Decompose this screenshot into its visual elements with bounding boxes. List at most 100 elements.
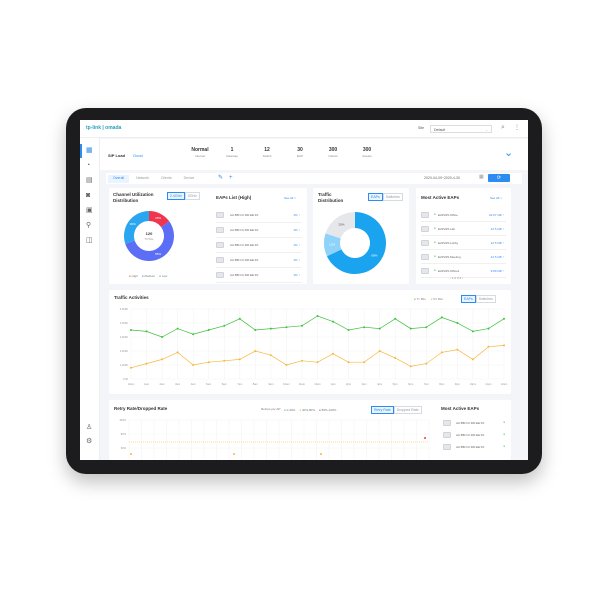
expand-chevron-icon[interactable]: ⌄ <box>504 147 514 159</box>
data-point[interactable] <box>424 437 426 439</box>
data-point[interactable] <box>363 361 366 364</box>
data-point[interactable] <box>254 329 257 331</box>
retry-rate-toggle[interactable]: Retry Rate <box>371 406 394 414</box>
eap-row[interactable]: AA:BB:CC:DD:EE:FF 1% ↑ <box>216 268 302 283</box>
eaps-toggle[interactable]: EAPs <box>368 193 383 201</box>
site-select[interactable]: Default ⌄ <box>430 125 492 133</box>
data-point[interactable] <box>161 336 164 338</box>
data-point[interactable] <box>269 327 272 330</box>
location-icon[interactable]: ⚲ <box>86 222 92 229</box>
data-point[interactable] <box>394 317 397 320</box>
data-point[interactable] <box>254 350 257 352</box>
clients-icon[interactable]: ▣ <box>86 207 93 214</box>
eaps-see-all-link[interactable]: See All > <box>284 196 296 200</box>
band-5ghz-toggle[interactable]: 5GHz <box>184 192 200 200</box>
dropped-rate-toggle[interactable]: Dropped Rate <box>393 406 422 414</box>
donut-slice[interactable] <box>149 211 170 228</box>
data-point[interactable] <box>487 327 490 330</box>
active-eap-row[interactable]: ● EAP225-Lab 12.5 GB ↑ <box>421 222 506 236</box>
donut-slice[interactable] <box>324 233 342 257</box>
legend-medium[interactable]: ● Medium <box>141 274 156 278</box>
data-point[interactable] <box>285 326 288 329</box>
active-eap-row[interactable]: ● EAP225-Office 22.67 GB ↑ <box>421 208 506 222</box>
data-point[interactable] <box>471 358 474 361</box>
statistics-icon[interactable]: ◔ <box>86 162 91 169</box>
data-point[interactable] <box>161 358 164 361</box>
data-point[interactable] <box>347 361 350 364</box>
data-point[interactable] <box>471 330 474 333</box>
data-point[interactable] <box>300 324 303 327</box>
data-point[interactable] <box>192 364 195 366</box>
data-point[interactable] <box>130 366 132 369</box>
data-point[interactable] <box>347 329 350 331</box>
data-point[interactable] <box>145 330 148 333</box>
chart-switches-toggle[interactable]: Switches <box>475 295 496 303</box>
more-icon[interactable]: ⋮ <box>514 125 520 131</box>
data-point[interactable] <box>145 362 148 365</box>
data-point[interactable] <box>332 352 335 355</box>
eap-row[interactable]: AA:BB:CC:DD:EE:FF 1% ↑ <box>216 238 302 253</box>
data-point[interactable] <box>223 324 226 327</box>
data-point[interactable] <box>316 315 319 317</box>
data-point[interactable] <box>440 316 443 319</box>
data-point[interactable] <box>503 317 505 320</box>
devices-icon[interactable]: ◙ <box>86 192 91 199</box>
data-point[interactable] <box>316 361 319 364</box>
data-point[interactable] <box>394 357 397 359</box>
refresh-button[interactable]: ⟳ <box>488 174 510 182</box>
data-point[interactable] <box>192 333 195 336</box>
legend-low[interactable]: ● Low <box>159 274 168 278</box>
data-point[interactable] <box>285 364 288 366</box>
data-point[interactable] <box>503 344 505 347</box>
data-point[interactable] <box>223 359 226 362</box>
legend-1[interactable]: ● Rx Bits <box>430 297 443 301</box>
logs-icon[interactable]: ◫ <box>86 237 93 244</box>
legend-0[interactable]: ● Tx Bits <box>414 297 426 301</box>
data-point[interactable] <box>238 317 241 320</box>
active-eap-row[interactable]: AA:BB:CC:DD:EE:FF ● <box>443 418 505 430</box>
data-point[interactable] <box>269 354 272 357</box>
pagination[interactable]: ‹ 1 2 3 4 › <box>450 276 463 280</box>
active-eap-row[interactable]: AA:BB:CC:DD:EE:FF ● <box>443 430 505 442</box>
donut-slice[interactable] <box>326 212 386 274</box>
dashboard-icon[interactable]: ▦ <box>86 147 93 154</box>
data-point[interactable] <box>130 453 132 455</box>
active-eap-row[interactable]: ● EAP225-Lobby 12.5 GB ↑ <box>421 236 506 250</box>
user-icon[interactable]: ♙ <box>86 424 93 431</box>
data-point[interactable] <box>456 348 459 351</box>
active-eap-row[interactable]: AA:BB:CC:DD:EE:FF ● <box>443 442 505 454</box>
data-point[interactable] <box>238 358 241 361</box>
data-point[interactable] <box>300 359 303 362</box>
donut-slice[interactable] <box>325 212 355 239</box>
most-active-see-all-link[interactable]: See All > <box>490 196 502 200</box>
data-point[interactable] <box>378 327 381 330</box>
data-point[interactable] <box>207 361 210 364</box>
data-point[interactable] <box>130 329 132 331</box>
active-eap-row[interactable]: ● EAP225-Office1 9.80 GB ↑ <box>421 264 506 278</box>
data-point[interactable] <box>378 350 381 352</box>
data-point[interactable] <box>320 453 322 455</box>
tab-network[interactable]: Network <box>136 176 149 180</box>
tab-clients[interactable]: Clients <box>160 176 172 180</box>
search-icon[interactable]: ⌕ <box>501 124 505 131</box>
settings-icon[interactable]: ⚙ <box>86 438 93 445</box>
tab-device[interactable]: Device <box>183 176 195 180</box>
data-point[interactable] <box>487 345 490 348</box>
tab-overall[interactable]: Overall <box>108 175 130 183</box>
add-tab-icon[interactable]: + <box>229 175 233 181</box>
data-point[interactable] <box>440 351 443 354</box>
legend-high[interactable]: ● High <box>129 274 138 278</box>
data-point[interactable] <box>176 327 179 330</box>
data-point[interactable] <box>409 327 412 330</box>
data-point[interactable] <box>176 351 179 354</box>
eap-row[interactable]: AA:BB:CC:DD:EE:FF 1% ↑ <box>216 223 302 238</box>
data-point[interactable] <box>409 365 412 368</box>
data-point[interactable] <box>363 326 366 329</box>
data-point[interactable] <box>332 320 335 323</box>
data-point[interactable] <box>425 326 428 329</box>
eap-row[interactable]: AA:BB:CC:DD:EE:FF 1% ↑ <box>216 208 302 223</box>
data-point[interactable] <box>456 322 459 324</box>
donut-slice[interactable] <box>124 211 149 244</box>
date-range[interactable]: 2020-04-09~2020-4-30 <box>424 175 460 180</box>
donut-slice[interactable] <box>125 221 174 261</box>
